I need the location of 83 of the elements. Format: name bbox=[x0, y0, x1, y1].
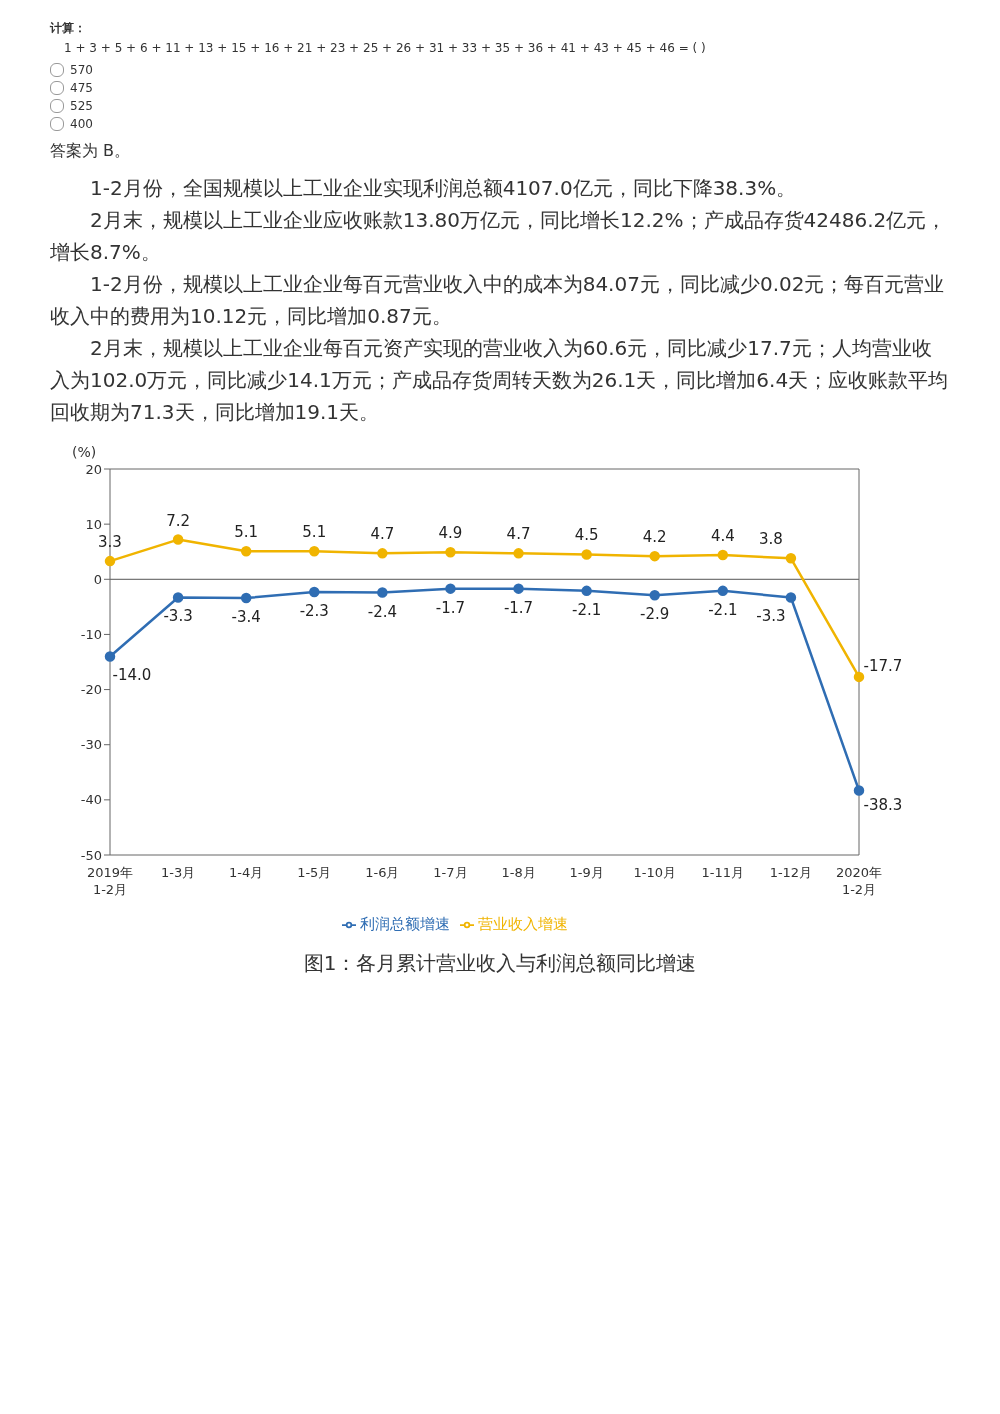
point bbox=[649, 550, 660, 562]
text: 475 bbox=[70, 81, 93, 95]
data-label: -2.9 bbox=[640, 605, 670, 624]
data-label: 5.1 bbox=[302, 523, 327, 542]
data-label: 4.5 bbox=[574, 526, 599, 545]
point bbox=[104, 555, 116, 567]
data-label: -3.3 bbox=[163, 607, 193, 626]
data-label: 4.4 bbox=[710, 527, 735, 546]
point bbox=[309, 545, 320, 557]
data-label: -2.1 bbox=[572, 600, 602, 619]
text: 答案为 B。 bbox=[50, 141, 132, 162]
point bbox=[853, 785, 865, 796]
x-tick-label: 1-6月 bbox=[365, 865, 400, 880]
text: 1-2月份，全国规模以上工业企业实现利润总额4107.0亿元，同比下降38.3%。 bbox=[89, 175, 798, 202]
data-label: -14.0 bbox=[112, 666, 152, 685]
text: 2月末，规模以上工业企业应收账款13.80万亿元，同比增长12.2%；产成品存货42486.2亿元，增长8.7%。 bbox=[50, 207, 948, 266]
x-tick-label: 1-7月 bbox=[433, 865, 468, 880]
point bbox=[377, 587, 388, 598]
legend-label: 利润总额增速 bbox=[360, 915, 450, 933]
data-label: -2.4 bbox=[367, 602, 397, 621]
text: 1 + 3 + 5 + 6 + 11 + 13 + 15 + 16 + 21 + 23 + 25 + 26 + 31 + 33 + 35 + 36 + 41 + 43 + 45 + 46 = ( ) bbox=[64, 41, 707, 55]
data-label: 3.8 bbox=[758, 530, 783, 549]
x-tick-label: 1-3月 bbox=[160, 865, 196, 880]
text: 图1：各月累计营业收入与利润总额同比增速 bbox=[302, 950, 698, 977]
y-tick-label: 20 bbox=[85, 461, 102, 477]
point bbox=[717, 549, 729, 561]
data-label: 5.1 bbox=[234, 523, 259, 542]
data-label: -2.1 bbox=[708, 600, 738, 619]
data-label: -3.3 bbox=[756, 607, 786, 626]
y-tick-label: -40 bbox=[80, 792, 102, 808]
data-label: 4.7 bbox=[370, 525, 395, 544]
point bbox=[309, 586, 320, 598]
point bbox=[513, 583, 524, 594]
data-label: 4.7 bbox=[506, 525, 531, 544]
data-label: 4.9 bbox=[438, 524, 463, 543]
point bbox=[785, 553, 797, 564]
data-label: -2.3 bbox=[299, 601, 329, 620]
y-tick-label: 0 bbox=[93, 571, 102, 587]
data-label: 4.2 bbox=[642, 528, 667, 547]
y-tick-label: -30 bbox=[80, 737, 102, 753]
x-tick-label: 1-10月 bbox=[633, 865, 676, 880]
point bbox=[377, 548, 388, 559]
y-tick-label: 10 bbox=[85, 516, 102, 532]
x-tick-label: 1-8月 bbox=[501, 865, 536, 880]
data-label: -3.4 bbox=[231, 608, 261, 627]
point bbox=[785, 592, 797, 603]
point bbox=[240, 545, 252, 557]
text: 1-2月份，规模以上工业企业每百元营业收入中的成本为84.07元，同比减少0.02元；每百元营业收入中的费用为10.12元，同比增加0.87元。 bbox=[50, 271, 946, 330]
text: 570 bbox=[70, 63, 93, 77]
text: 400 bbox=[70, 117, 93, 131]
data-label: -17.7 bbox=[863, 656, 903, 675]
y-tick-label: -20 bbox=[80, 682, 102, 698]
point bbox=[649, 590, 660, 601]
x-tick-label: 1-11月 bbox=[701, 865, 745, 880]
data-label: -1.7 bbox=[503, 598, 534, 617]
point bbox=[445, 583, 456, 594]
x-tick-label: 1-9月 bbox=[569, 865, 604, 880]
point bbox=[240, 592, 252, 604]
text: 计算： bbox=[50, 21, 86, 35]
data-label: 3.3 bbox=[98, 533, 122, 552]
point bbox=[104, 651, 116, 662]
point bbox=[513, 548, 524, 559]
x-tick-label: 2020年 1-2月 bbox=[835, 865, 883, 897]
x-tick-label: 1-5月 bbox=[297, 865, 332, 880]
text: 2月末，规模以上工业企业每百元资产实现的营业收入为60.6元，同比减少17.7元；人均营业收入为102.0万元，同比减少14.1万元；产成品存货周转天数为26.1天，同比增加6.4天；应收账款平均回收期为71.3天，同比增加19.1天。 bbox=[50, 335, 950, 426]
point bbox=[581, 585, 592, 597]
y-tick-label: -50 bbox=[80, 847, 102, 863]
x-tick-label: 1-4月 bbox=[229, 865, 264, 880]
data-label: -38.3 bbox=[863, 796, 903, 815]
y-axis-title: (%) bbox=[72, 444, 97, 460]
point bbox=[717, 585, 729, 597]
point bbox=[172, 534, 184, 545]
text: 525 bbox=[70, 99, 93, 113]
y-tick-label: -10 bbox=[80, 627, 102, 643]
legend-label: 营业收入增速 bbox=[478, 915, 568, 933]
x-tick-label: 2019年 1-2月 bbox=[86, 865, 134, 897]
point bbox=[853, 671, 865, 683]
point bbox=[445, 547, 456, 558]
point bbox=[172, 592, 184, 603]
point bbox=[581, 549, 592, 560]
data-label: -1.7 bbox=[435, 598, 466, 617]
data-label: 7.2 bbox=[166, 511, 191, 530]
x-tick-label: 1-12月 bbox=[769, 865, 813, 880]
